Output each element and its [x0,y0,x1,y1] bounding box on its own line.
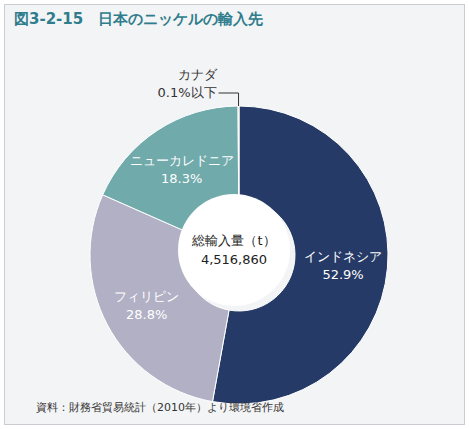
svg-text:ニューカレドニア: ニューカレドニア [130,153,234,168]
html-text:4,516,860: 4,516,860 [200,252,268,267]
html-text:図3-2-15 日本のニッケルの輸入先: 図3-2-15 日本のニッケルの輸入先 [14,10,264,28]
svg-text:28.8%: 28.8% [126,307,167,322]
svg-text:カナダ: カナダ [178,67,218,82]
svg-text:52.9%: 52.9% [322,267,363,282]
svg-text:0.1%以下: 0.1%以下 [158,85,217,100]
html-text:資料：財務省貿易統計（2010年）より環境省作成: 資料：財務省貿易統計（2010年）より環境省作成 [36,401,284,414]
svg-text:18.3%: 18.3% [161,171,202,186]
html-text:総輸入量（t）: 総輸入量（t） [192,233,276,248]
svg-text:インドネシア: インドネシア [304,249,382,264]
svg-text:フィリピン: フィリピン [114,289,179,304]
